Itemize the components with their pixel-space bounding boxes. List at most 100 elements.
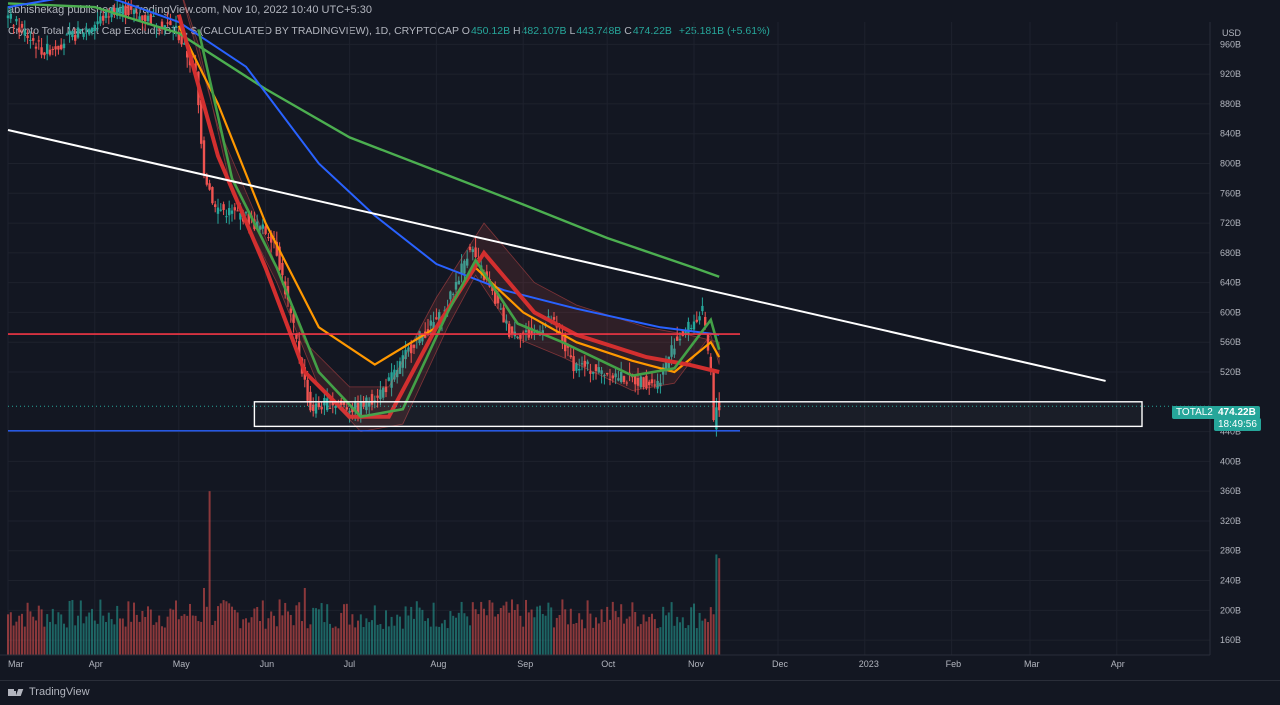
candle-body [328, 407, 332, 409]
x-tick-label: Jun [260, 659, 275, 669]
candle-body [228, 208, 231, 216]
tradingview-logo[interactable]: TradingView [8, 686, 90, 698]
candle-body [468, 246, 472, 251]
volume-bar [684, 627, 687, 655]
volume-bar [217, 606, 219, 655]
volume-bar [673, 625, 676, 655]
candle-body [426, 329, 430, 333]
candle-body [275, 241, 278, 256]
candle-body [40, 47, 43, 55]
candle-body [132, 9, 136, 14]
volume-bar [530, 609, 533, 655]
volume-bar [460, 601, 463, 655]
volume-bar [169, 608, 172, 655]
volume-bar [191, 615, 194, 655]
volume-bar [614, 611, 617, 655]
volume-bar [502, 605, 505, 655]
volume-bar [463, 613, 466, 655]
volume-bar [9, 612, 12, 655]
candle-body [222, 204, 225, 210]
candle-body [306, 379, 309, 401]
candle-body [466, 258, 469, 266]
volume-bar [43, 626, 46, 655]
candle-body [664, 360, 668, 372]
volume-bar [130, 621, 133, 655]
volume-bar [413, 618, 415, 655]
candle-body [678, 338, 682, 341]
candle-body [676, 336, 679, 341]
candle-body [342, 402, 346, 405]
volume-bar [51, 608, 54, 655]
volume-bar [256, 606, 259, 655]
candle-body [384, 386, 388, 393]
candle-body [421, 333, 424, 342]
candle-body [622, 376, 626, 383]
candle-body [239, 213, 242, 220]
candle-body [74, 34, 77, 41]
candle-body [376, 395, 379, 398]
volume-bar [77, 615, 79, 655]
volume-bar [701, 620, 704, 655]
y-tick-label: 960B [1220, 39, 1241, 49]
volume-bar [427, 618, 429, 655]
volume-bar [665, 615, 667, 655]
candle-body [569, 355, 572, 358]
candle-body [244, 212, 248, 214]
volume-bar [376, 624, 379, 655]
candle-body [533, 331, 536, 333]
volume-bar [667, 612, 670, 655]
candle-body [606, 372, 609, 375]
volume-bar [180, 615, 183, 655]
volume-bar [704, 618, 707, 655]
volume-bar [194, 615, 197, 655]
volume-bar [303, 587, 306, 655]
y-tick-label: 160B [1220, 635, 1241, 645]
currency-label: USD [1222, 28, 1242, 38]
volume-bar [645, 621, 648, 655]
volume-bar [273, 615, 275, 655]
y-tick-label: 360B [1220, 486, 1241, 496]
y-tick-label: 880B [1220, 99, 1241, 109]
candle-body [99, 16, 102, 24]
support-zone-rect [253, 401, 1143, 428]
candle-body [645, 375, 648, 389]
volume-bar [32, 616, 35, 655]
volume-bar [617, 617, 620, 655]
candle-body [561, 332, 564, 344]
candle-body [65, 34, 68, 36]
candle-body [149, 14, 152, 26]
candle-body [407, 347, 410, 352]
volume-bar [435, 626, 438, 655]
volume-bar [600, 609, 603, 655]
candle-body [379, 389, 382, 400]
volume-bar [46, 614, 49, 655]
candle-body [205, 174, 208, 185]
legend-open-label: O [461, 25, 470, 37]
candle-body [412, 344, 416, 348]
candle-body [152, 15, 155, 17]
candle-body [256, 221, 259, 229]
volume-bar [371, 620, 373, 655]
volume-bar [452, 615, 455, 655]
candle-body [452, 293, 455, 295]
candle-body [141, 15, 144, 21]
volume-bar [670, 602, 673, 655]
volume-bar [337, 628, 340, 655]
volume-bar [555, 617, 558, 655]
candle-body [314, 403, 318, 414]
volume-bar [29, 611, 32, 655]
candle-body [326, 398, 329, 411]
volume-bar [625, 618, 628, 655]
candle-body [60, 44, 63, 50]
volume-bar [287, 611, 289, 655]
time-axis[interactable]: Mar Apr May Jun Jul Aug Sep Oct Nov Dec 2023 Feb Mar… [0, 654, 1210, 669]
volume-bar [79, 600, 82, 655]
y-tick-label: 240B [1220, 576, 1241, 586]
candle-body [552, 317, 556, 320]
volume-bar [116, 605, 119, 655]
ma-mid-blue-line [7, 0, 720, 336]
volume-bar [219, 603, 222, 655]
candle-body [214, 204, 217, 207]
